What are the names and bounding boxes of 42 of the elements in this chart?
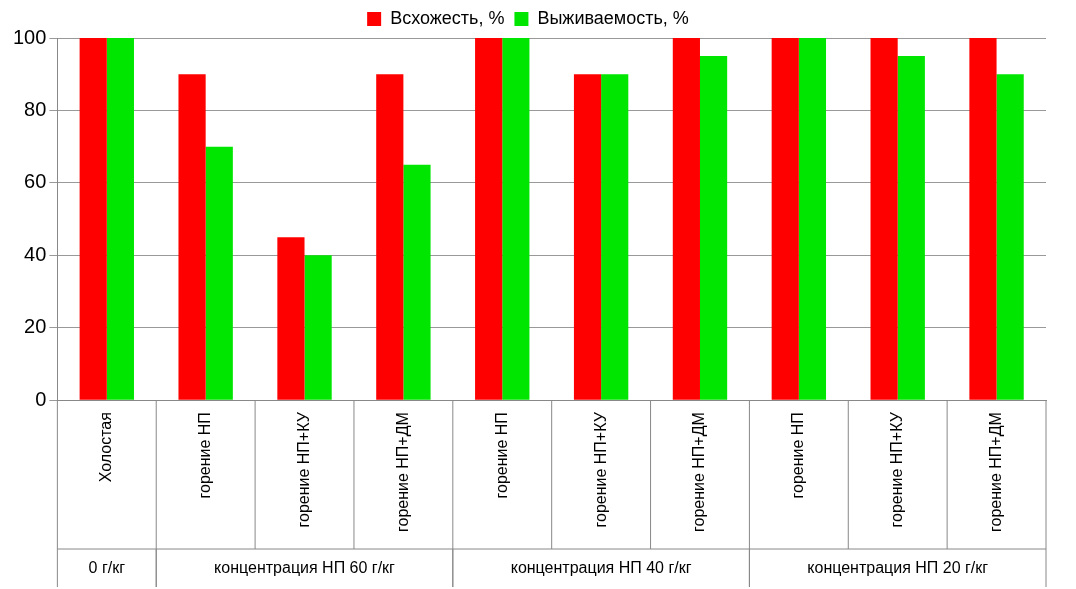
x-tick-label: горение НП+КУ <box>591 411 609 528</box>
bar <box>798 38 827 400</box>
bar <box>502 38 530 400</box>
text: концентрация НП 60 г/кг <box>214 559 396 577</box>
text: концентрация НП 20 г/кг <box>807 559 989 577</box>
bar <box>304 255 332 400</box>
bar <box>106 38 134 400</box>
bar <box>699 56 728 400</box>
bar <box>475 38 503 400</box>
bar <box>573 74 602 400</box>
bar <box>376 74 404 400</box>
bar <box>771 38 799 400</box>
x-tick-label: горение НП+ДМ <box>393 412 411 532</box>
legend-label: Всхожесть, % <box>390 7 505 28</box>
bar <box>205 146 233 400</box>
bar <box>601 74 629 400</box>
text: 0 г/кг <box>88 559 126 577</box>
bar <box>277 237 305 400</box>
y-tick-label: 100 <box>12 25 47 48</box>
y-tick-label: 0 <box>35 387 47 410</box>
y-tick-label: 80 <box>24 97 47 120</box>
x-tick-label: горение НП+КУ <box>888 411 906 528</box>
bar <box>897 56 925 400</box>
bar <box>870 38 898 400</box>
y-tick-label: 60 <box>24 170 47 193</box>
x-tick-label: горение НП+КУ <box>294 411 312 528</box>
y-tick-label: 40 <box>24 242 47 265</box>
x-tick-label: горение НП <box>492 412 510 499</box>
x-tick-label: горение НП+ДМ <box>986 412 1004 532</box>
text: концентрация НП 40 г/кг <box>510 559 692 577</box>
bar <box>969 38 997 400</box>
bar <box>79 38 107 400</box>
y-tick-label: 20 <box>24 315 47 338</box>
bar <box>996 74 1024 400</box>
x-tick-label: горение НП <box>789 412 807 499</box>
x-tick-label: горение НП+ДМ <box>690 412 708 532</box>
x-tick-label: горение НП <box>196 412 214 499</box>
bar <box>672 38 700 400</box>
bar <box>178 74 206 400</box>
x-tick-label: Холостая <box>97 412 115 483</box>
legend-label: Выживаемость, % <box>537 7 689 28</box>
bar <box>403 164 431 400</box>
